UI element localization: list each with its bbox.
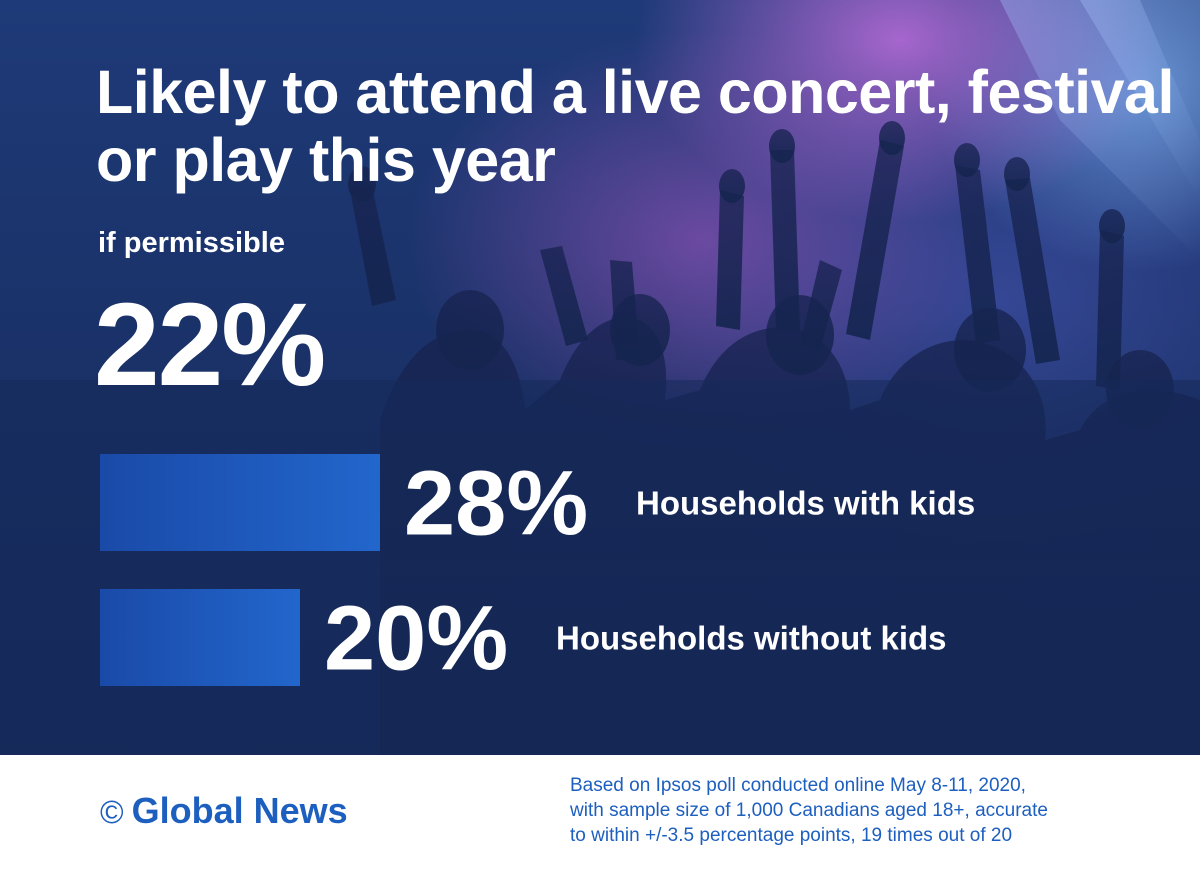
bar-value-label: 28% <box>404 453 588 555</box>
bar-category-label: Households with kids <box>636 485 975 522</box>
bar-value-label: 20% <box>324 588 508 690</box>
chart-subtitle: if permissible <box>98 227 285 259</box>
source-note: Based on Ipsos poll conducted online May… <box>570 775 1048 846</box>
bar-households-with-kids <box>100 454 380 551</box>
concert-crowd-background: Likely to attend a live concert, festiva… <box>0 0 1200 755</box>
bar-chart: 28% Households with kids 20% Households wit… <box>100 453 975 690</box>
chart-title: Likely to attend a live concert, festiva… <box>96 58 1174 194</box>
crowd-silhouette-image <box>0 0 1200 755</box>
bar-households-without-kids <box>100 589 300 686</box>
copyright-symbol: © <box>100 794 124 830</box>
footer: © Global News Based on Ipsos poll conduct… <box>0 755 1200 869</box>
brand-name: Global News <box>131 790 348 831</box>
global-news-logo: © Global News <box>100 789 348 834</box>
overall-percentage: 22% <box>94 279 326 411</box>
bar-category-label: Households without kids <box>556 620 947 657</box>
